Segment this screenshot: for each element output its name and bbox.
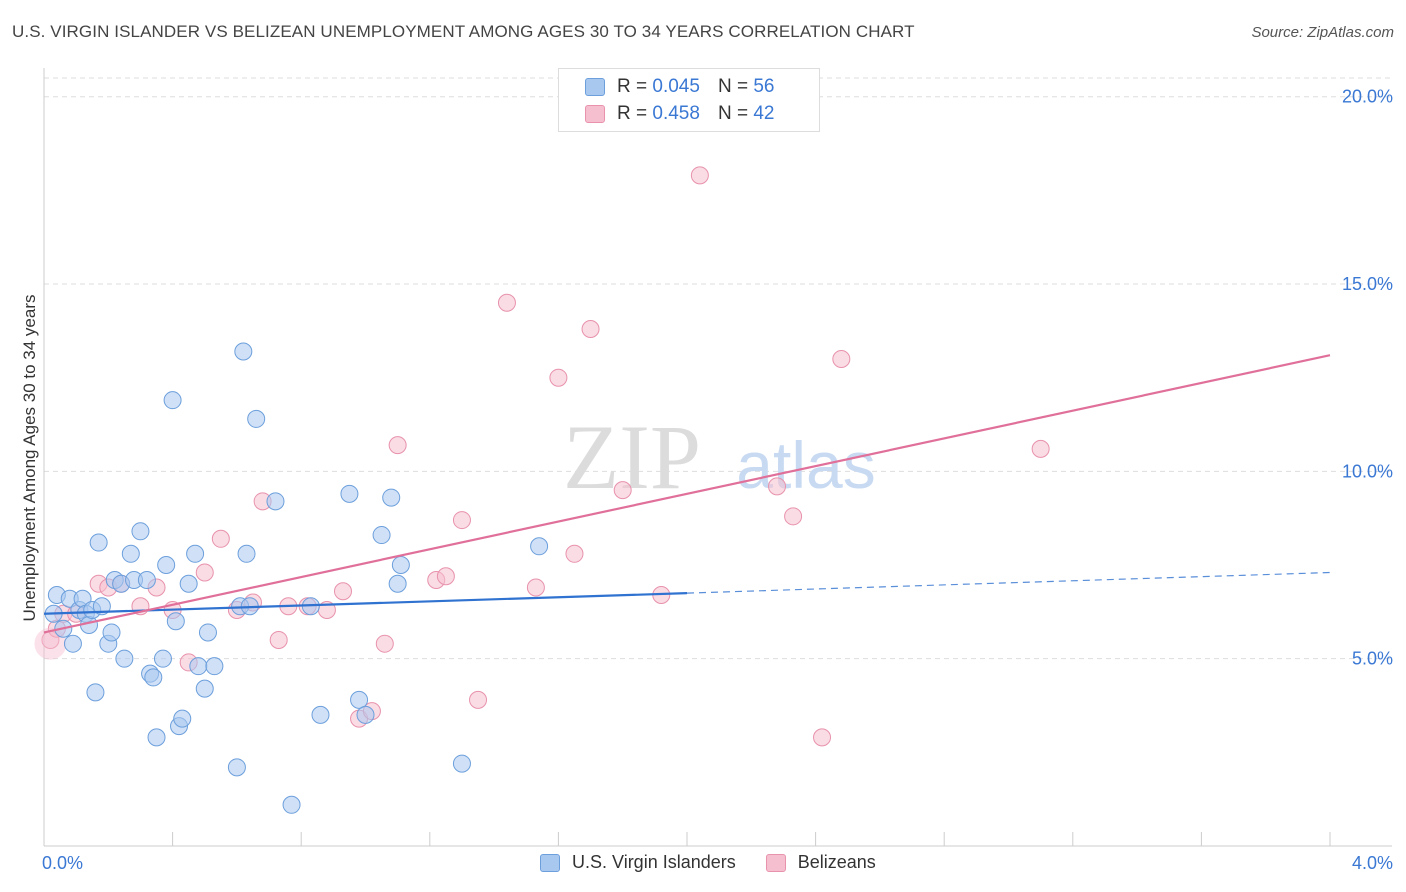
belizean-point xyxy=(784,507,803,526)
correlation-legend: R = 0.045 N = 56 R = 0.458 N = 42 xyxy=(558,68,820,132)
y-tick-label: 20.0% xyxy=(1342,87,1393,107)
chart-title: U.S. VIRGIN ISLANDER VS BELIZEAN UNEMPLO… xyxy=(12,22,915,41)
virgin-islander-point xyxy=(391,556,410,575)
belizean-point xyxy=(565,544,584,563)
virgin-islander-point xyxy=(115,649,134,668)
watermark: ZIP atlas xyxy=(563,406,876,508)
blue-swatch xyxy=(585,78,605,96)
legend-virgin-islanders: U.S. Virgin Islanders xyxy=(572,852,736,872)
belizean-point xyxy=(436,567,455,586)
virgin-islanders-trend-extension xyxy=(686,571,1331,594)
legend-r-value: 0.458 xyxy=(652,103,700,124)
belizean-point xyxy=(333,582,352,601)
virgin-islander-point xyxy=(452,754,471,773)
virgin-islander-point xyxy=(356,705,375,724)
belizean-point xyxy=(526,578,545,597)
belizean-point xyxy=(1031,439,1050,458)
virgin-islander-point xyxy=(147,728,166,747)
belizean-point xyxy=(613,481,632,500)
belizean-point xyxy=(388,436,407,455)
virgin-islander-point xyxy=(186,544,205,563)
tick-labels: 5.0% 10.0% 15.0% 20.0% 0.0% 4.0% xyxy=(42,87,1393,873)
belizean-point xyxy=(452,511,471,530)
virgin-islander-point xyxy=(195,679,214,698)
virgin-islander-point xyxy=(144,668,163,687)
virgin-islander-point xyxy=(530,537,549,556)
y-tick-label: 10.0% xyxy=(1342,461,1393,481)
virgin-islander-point xyxy=(247,409,266,428)
virgin-islander-point xyxy=(282,795,301,814)
belizean-point xyxy=(768,477,787,496)
legend-row-belizeans: R = 0.458 N = 42 xyxy=(585,102,774,126)
legend-n-label: N = xyxy=(717,103,749,124)
pink-swatch xyxy=(585,105,605,123)
legend-row-virgin-islanders: R = 0.045 N = 56 xyxy=(585,75,774,99)
virgin-islander-point xyxy=(388,574,407,593)
belizean-point xyxy=(211,529,230,548)
virgin-islander-point xyxy=(350,690,369,709)
belizeans-trend xyxy=(43,354,1331,634)
virgin-islander-point xyxy=(382,488,401,507)
trend-lines xyxy=(43,354,1331,634)
belizean-point xyxy=(269,630,288,649)
virgin-islander-point xyxy=(234,342,253,361)
virgin-islander-point xyxy=(166,612,185,631)
virgin-islander-point xyxy=(137,571,156,590)
belizean-point xyxy=(549,368,568,387)
x-tick-label: 0.0% xyxy=(42,853,83,873)
virgin-islander-point xyxy=(198,623,217,642)
watermark-zip: ZIP xyxy=(563,406,701,508)
virgin-islander-point xyxy=(311,705,330,724)
belizean-point xyxy=(469,690,488,709)
virgin-islander-point xyxy=(86,683,105,702)
belizean-point xyxy=(375,634,394,653)
source-label: Source: ZipAtlas.com xyxy=(1251,24,1394,41)
series-legend: U.S. Virgin Islanders Belizeans xyxy=(540,852,876,873)
virgin-islander-point xyxy=(89,533,108,552)
virgin-islander-point xyxy=(340,484,359,503)
virgin-islander-point xyxy=(163,391,182,410)
belizean-point xyxy=(813,728,832,747)
x-tick-label: 4.0% xyxy=(1352,853,1393,873)
legend-n-value: 42 xyxy=(753,103,775,124)
virgin-islander-point xyxy=(266,492,285,511)
virgin-islander-point xyxy=(102,623,121,642)
virgin-islander-point xyxy=(157,556,176,575)
virgin-islanders-points xyxy=(44,342,549,814)
virgin-islander-point xyxy=(121,544,140,563)
gridlines xyxy=(44,77,1392,660)
virgin-islander-point xyxy=(227,758,246,777)
y-tick-label: 5.0% xyxy=(1352,649,1393,669)
belizean-point xyxy=(497,293,516,312)
legend-r-label: R = xyxy=(617,103,648,124)
virgin-islander-point xyxy=(173,709,192,728)
virgin-islander-point xyxy=(179,574,198,593)
virgin-islander-point xyxy=(189,657,208,676)
legend-belizeans: Belizeans xyxy=(797,852,876,872)
legend-n-value: 56 xyxy=(753,76,775,97)
y-axis-label: Unemployment Among Ages 30 to 34 years xyxy=(20,294,39,622)
legend-r-label: R = xyxy=(617,76,648,97)
virgin-islander-point xyxy=(63,634,82,653)
virgin-islander-point xyxy=(372,526,391,545)
virgin-islander-point xyxy=(131,522,150,541)
axes xyxy=(43,68,1392,847)
pink-swatch xyxy=(765,853,786,872)
legend-n-label: N = xyxy=(717,76,749,97)
belizean-point xyxy=(581,320,600,339)
virgin-islander-point xyxy=(205,657,224,676)
virgin-islander-point xyxy=(153,649,172,668)
legend-r-value: 0.045 xyxy=(652,76,700,97)
virgin-islander-point xyxy=(237,544,256,563)
watermark-atlas: atlas xyxy=(736,428,875,502)
belizean-point xyxy=(195,563,214,582)
belizean-point xyxy=(690,166,709,185)
virgin-islander-point xyxy=(92,597,111,616)
y-tick-label: 15.0% xyxy=(1342,274,1393,294)
belizean-point xyxy=(832,349,851,368)
blue-swatch xyxy=(540,853,560,872)
